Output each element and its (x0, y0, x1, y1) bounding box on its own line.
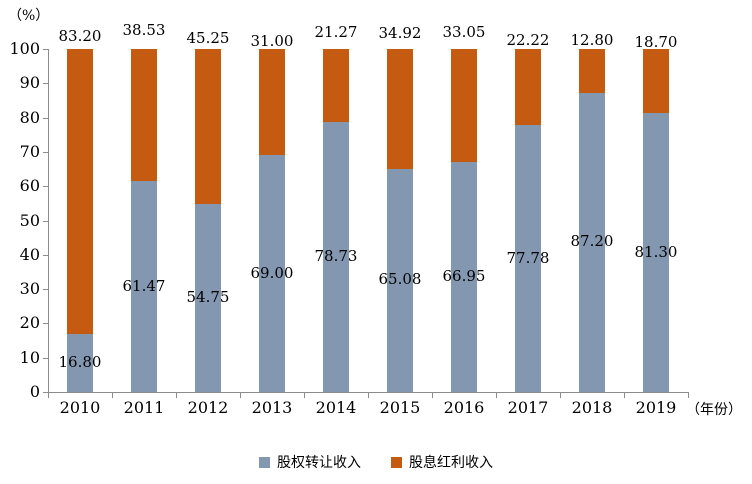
data-label-equity-transfer-income: 66.95 (442, 267, 486, 286)
x-tick-label: 2017 (507, 398, 549, 417)
data-label-dividend-income: 18.70 (634, 33, 678, 51)
bar-segment-equity-transfer-income (579, 92, 605, 392)
x-tick-label: 2016 (443, 398, 485, 417)
data-label-dividend-income: 22.22 (506, 31, 550, 49)
bar-segment-equity-transfer-income (259, 155, 285, 392)
bar-segment-dividend-income (387, 49, 413, 169)
bar-segment-equity-transfer-income (131, 181, 157, 392)
y-tick (43, 220, 48, 222)
bar-segment-dividend-income (515, 49, 541, 126)
x-tick-label: 2012 (187, 398, 229, 417)
y-tick-label: 50 (19, 210, 40, 230)
y-tick (43, 254, 48, 256)
x-tick-label: 2018 (571, 398, 613, 417)
y-axis-line (48, 49, 49, 392)
x-tick (624, 393, 625, 398)
x-tick (560, 393, 561, 398)
bar-segment-dividend-income (195, 49, 221, 205)
legend-swatch-dividend (391, 456, 402, 468)
y-tick-label: 30 (19, 279, 40, 299)
x-tick (304, 393, 305, 398)
x-axis-title: （年份） (686, 402, 742, 418)
legend-label-equity-transfer: 股权转让收入 (277, 455, 361, 471)
bar-segment-dividend-income (579, 49, 605, 93)
bar-segment-dividend-income (259, 49, 285, 156)
y-tick (43, 151, 48, 153)
data-label-equity-transfer-income: 16.80 (58, 353, 102, 372)
y-tick (43, 289, 48, 291)
bar-segment-equity-transfer-income (323, 121, 349, 392)
y-tick-label: 100 (9, 39, 40, 58)
data-label-equity-transfer-income: 69.00 (250, 263, 294, 282)
x-axis-line (48, 392, 689, 393)
y-tick-label: 40 (19, 244, 40, 264)
bar-segment-equity-transfer-income (451, 162, 477, 392)
data-label-equity-transfer-income: 65.08 (378, 270, 422, 289)
x-tick (240, 393, 241, 398)
x-tick (112, 393, 113, 398)
y-tick-label: 10 (19, 347, 40, 367)
y-tick (43, 83, 48, 85)
data-label-equity-transfer-income: 77.78 (506, 248, 550, 267)
data-label-dividend-income: 21.27 (314, 23, 358, 41)
data-label-equity-transfer-income: 81.30 (634, 242, 678, 261)
data-label-dividend-income: 34.92 (378, 24, 422, 42)
bar-segment-equity-transfer-income (67, 334, 93, 392)
x-tick (688, 393, 689, 398)
bar-segment-equity-transfer-income (387, 168, 413, 392)
x-tick-label: 2015 (379, 398, 421, 417)
y-tick-label: 80 (19, 107, 40, 127)
y-tick (43, 392, 48, 393)
data-label-equity-transfer-income: 78.73 (314, 246, 358, 265)
x-tick (496, 393, 497, 398)
bar-segment-dividend-income (643, 49, 669, 114)
y-tick (43, 186, 48, 188)
y-axis-title: （%） (8, 8, 50, 24)
x-tick (368, 393, 369, 398)
legend-item-dividend: 股息红利收入 (391, 452, 493, 472)
legend-item-equity-transfer: 股权转让收入 (259, 452, 361, 472)
y-tick (43, 117, 48, 119)
data-label-equity-transfer-income: 61.47 (122, 276, 166, 295)
x-tick-label: 2010 (59, 398, 101, 417)
bar-segment-equity-transfer-income (643, 113, 669, 392)
x-tick-label: 2013 (251, 398, 293, 417)
bar-segment-dividend-income (67, 49, 93, 335)
y-tick-label: 90 (19, 73, 40, 93)
data-label-dividend-income: 12.80 (570, 31, 614, 49)
y-tick-label: 70 (19, 141, 40, 161)
data-label-dividend-income: 83.20 (58, 27, 102, 45)
y-tick-label: 60 (19, 176, 40, 196)
y-tick-label: 0 (29, 382, 40, 401)
x-tick-label: 2014 (315, 398, 357, 417)
data-label-equity-transfer-income: 54.75 (186, 288, 230, 307)
x-tick (48, 393, 49, 398)
data-label-equity-transfer-income: 87.20 (570, 232, 614, 251)
legend: 股权转让收入 股息红利收入 (0, 452, 752, 472)
data-label-dividend-income: 45.25 (186, 29, 230, 47)
bar-segment-dividend-income (451, 49, 477, 163)
bar-segment-dividend-income (323, 49, 349, 122)
y-tick (43, 357, 48, 359)
legend-swatch-equity-transfer (259, 456, 270, 468)
y-tick (43, 49, 48, 50)
data-label-dividend-income: 33.05 (442, 23, 486, 41)
y-tick-label: 20 (19, 313, 40, 333)
legend-label-dividend: 股息红利收入 (409, 455, 493, 471)
x-tick (432, 393, 433, 398)
x-tick-label: 2011 (123, 398, 165, 417)
bar-segment-equity-transfer-income (195, 204, 221, 392)
y-tick (43, 323, 48, 325)
bar-segment-equity-transfer-income (515, 125, 541, 392)
data-label-dividend-income: 31.00 (250, 32, 294, 50)
x-tick-label: 2019 (635, 398, 677, 417)
bar-segment-dividend-income (131, 49, 157, 182)
data-label-dividend-income: 38.53 (122, 21, 166, 39)
x-tick (176, 393, 177, 398)
